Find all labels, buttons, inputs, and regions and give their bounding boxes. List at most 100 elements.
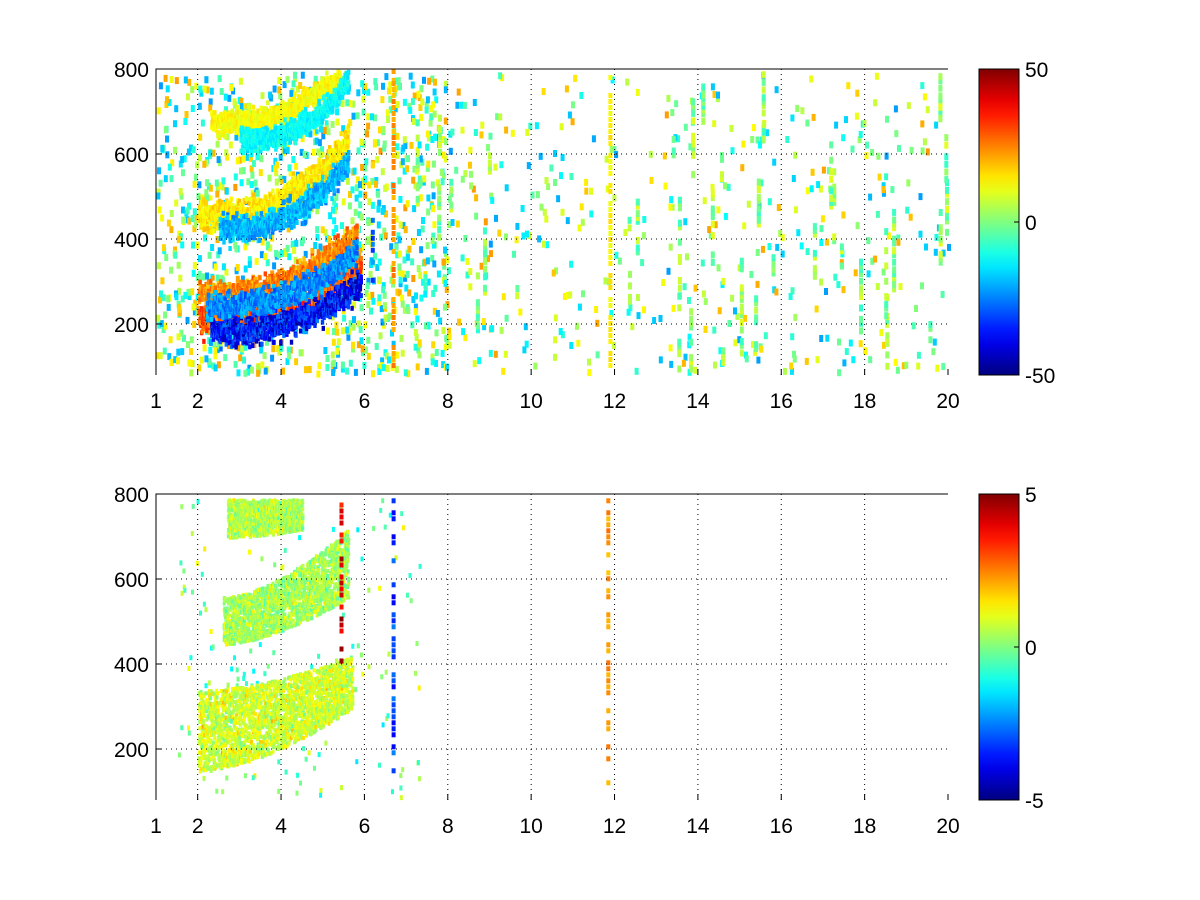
heatmap-cell [176, 348, 181, 356]
heatmap-cell [409, 141, 414, 149]
heatmap-cell [163, 311, 168, 319]
heatmap-cell [414, 292, 418, 300]
heatmap-cell [350, 186, 355, 194]
heatmap-cell [432, 88, 437, 96]
heatmap-cell [315, 233, 320, 241]
heatmap-cell [380, 207, 385, 215]
heatmap-cell [192, 208, 197, 216]
heatmap-cell [503, 350, 508, 358]
heatmap-cell [331, 229, 336, 237]
heatmap-cell [317, 300, 321, 306]
heatmap-cell [209, 316, 214, 322]
heatmap-cell [868, 193, 873, 201]
heatmap-cell [584, 178, 589, 186]
heatmap-cell [424, 322, 428, 330]
heatmap-cell [416, 265, 421, 273]
heatmap-cell [546, 183, 551, 191]
heatmap-cell [316, 148, 321, 156]
heatmap-cell [204, 159, 209, 167]
heatmap-cell [846, 82, 851, 90]
heatmap-cell [430, 237, 435, 245]
heatmap-cell [228, 334, 232, 340]
heatmap-cell [160, 214, 165, 222]
heatmap-cell [406, 307, 411, 314]
heatmap-cell [431, 205, 436, 213]
heatmap-cell [359, 255, 363, 261]
heatmap-cell [493, 350, 498, 358]
heatmap-cell [356, 89, 361, 97]
heatmap-cell [239, 97, 244, 105]
heatmap-cell [759, 179, 764, 187]
heatmap-cell [816, 181, 821, 189]
heatmap-cell [589, 187, 593, 195]
heatmap-cell [195, 241, 200, 249]
heatmap-cell [909, 146, 914, 154]
heatmap-cell [305, 312, 310, 318]
heatmap-cell [553, 353, 557, 361]
heatmap-cell [425, 143, 430, 151]
heatmap-cell [160, 277, 165, 285]
heatmap-cell [430, 358, 435, 366]
heatmap-cell [916, 362, 921, 370]
heatmap-cell [227, 342, 232, 349]
heatmap-cell [925, 148, 930, 156]
heatmap-cell [875, 210, 880, 218]
heatmap-cell [403, 274, 408, 282]
heatmap-cell [893, 358, 898, 366]
heatmap-cell [367, 198, 372, 206]
heatmap-cell [332, 198, 337, 206]
heatmap-cell [320, 289, 324, 295]
heatmap-cell [365, 130, 370, 138]
heatmap-cell [352, 167, 357, 175]
heatmap-cell [331, 338, 336, 346]
heatmap-cell [399, 334, 404, 342]
heatmap-cell [173, 356, 178, 364]
heatmap-cell [289, 339, 294, 345]
heatmap-cell [387, 312, 392, 320]
heatmap-cell [410, 98, 415, 105]
heatmap-cell [302, 150, 307, 158]
heatmap-cell [746, 200, 751, 208]
heatmap-cell [563, 293, 567, 300]
heatmap-cell [240, 313, 244, 319]
heatmap-cell [504, 184, 509, 192]
heatmap-cell [190, 105, 195, 112]
heatmap-cell [336, 233, 340, 239]
heatmap-cell [377, 364, 382, 372]
heatmap-cell [354, 263, 358, 269]
heatmap-cell [369, 307, 373, 315]
heatmap-cell [454, 166, 459, 174]
heatmap-cell [402, 167, 407, 175]
heatmap-cell [180, 295, 185, 303]
heatmap-cell [346, 333, 351, 341]
heatmap-cell [202, 344, 207, 352]
heatmap-cell [245, 340, 249, 346]
heatmap-cell [269, 334, 274, 342]
heatmap-cell [226, 333, 230, 339]
heatmap-cell [341, 125, 346, 133]
heatmap-cell [436, 179, 440, 187]
heatmap-cell [755, 280, 760, 288]
heatmap-cell [447, 195, 452, 203]
heatmap-cell [844, 348, 849, 355]
heatmap-cell [157, 167, 161, 175]
heatmap-cell [488, 240, 493, 248]
heatmap-cell [421, 217, 425, 224]
heatmap-cell [340, 222, 344, 230]
heatmap-cell [515, 292, 520, 300]
heatmap-cell [335, 118, 340, 126]
heatmap-cell [336, 285, 341, 291]
heatmap-cell [208, 338, 213, 346]
heatmap-cell [282, 146, 287, 154]
heatmap-cell [324, 249, 328, 255]
heatmap-cell [272, 85, 277, 93]
heatmap-cell [250, 171, 255, 179]
heatmap-cell [208, 149, 213, 157]
heatmap-cell [370, 113, 374, 121]
heatmap-cell [335, 347, 340, 355]
heatmap-cell [254, 316, 259, 322]
heatmap-cell [174, 105, 179, 113]
heatmap-cell [165, 96, 169, 104]
heatmap-cell [339, 279, 344, 285]
heatmap-cell [193, 220, 198, 228]
